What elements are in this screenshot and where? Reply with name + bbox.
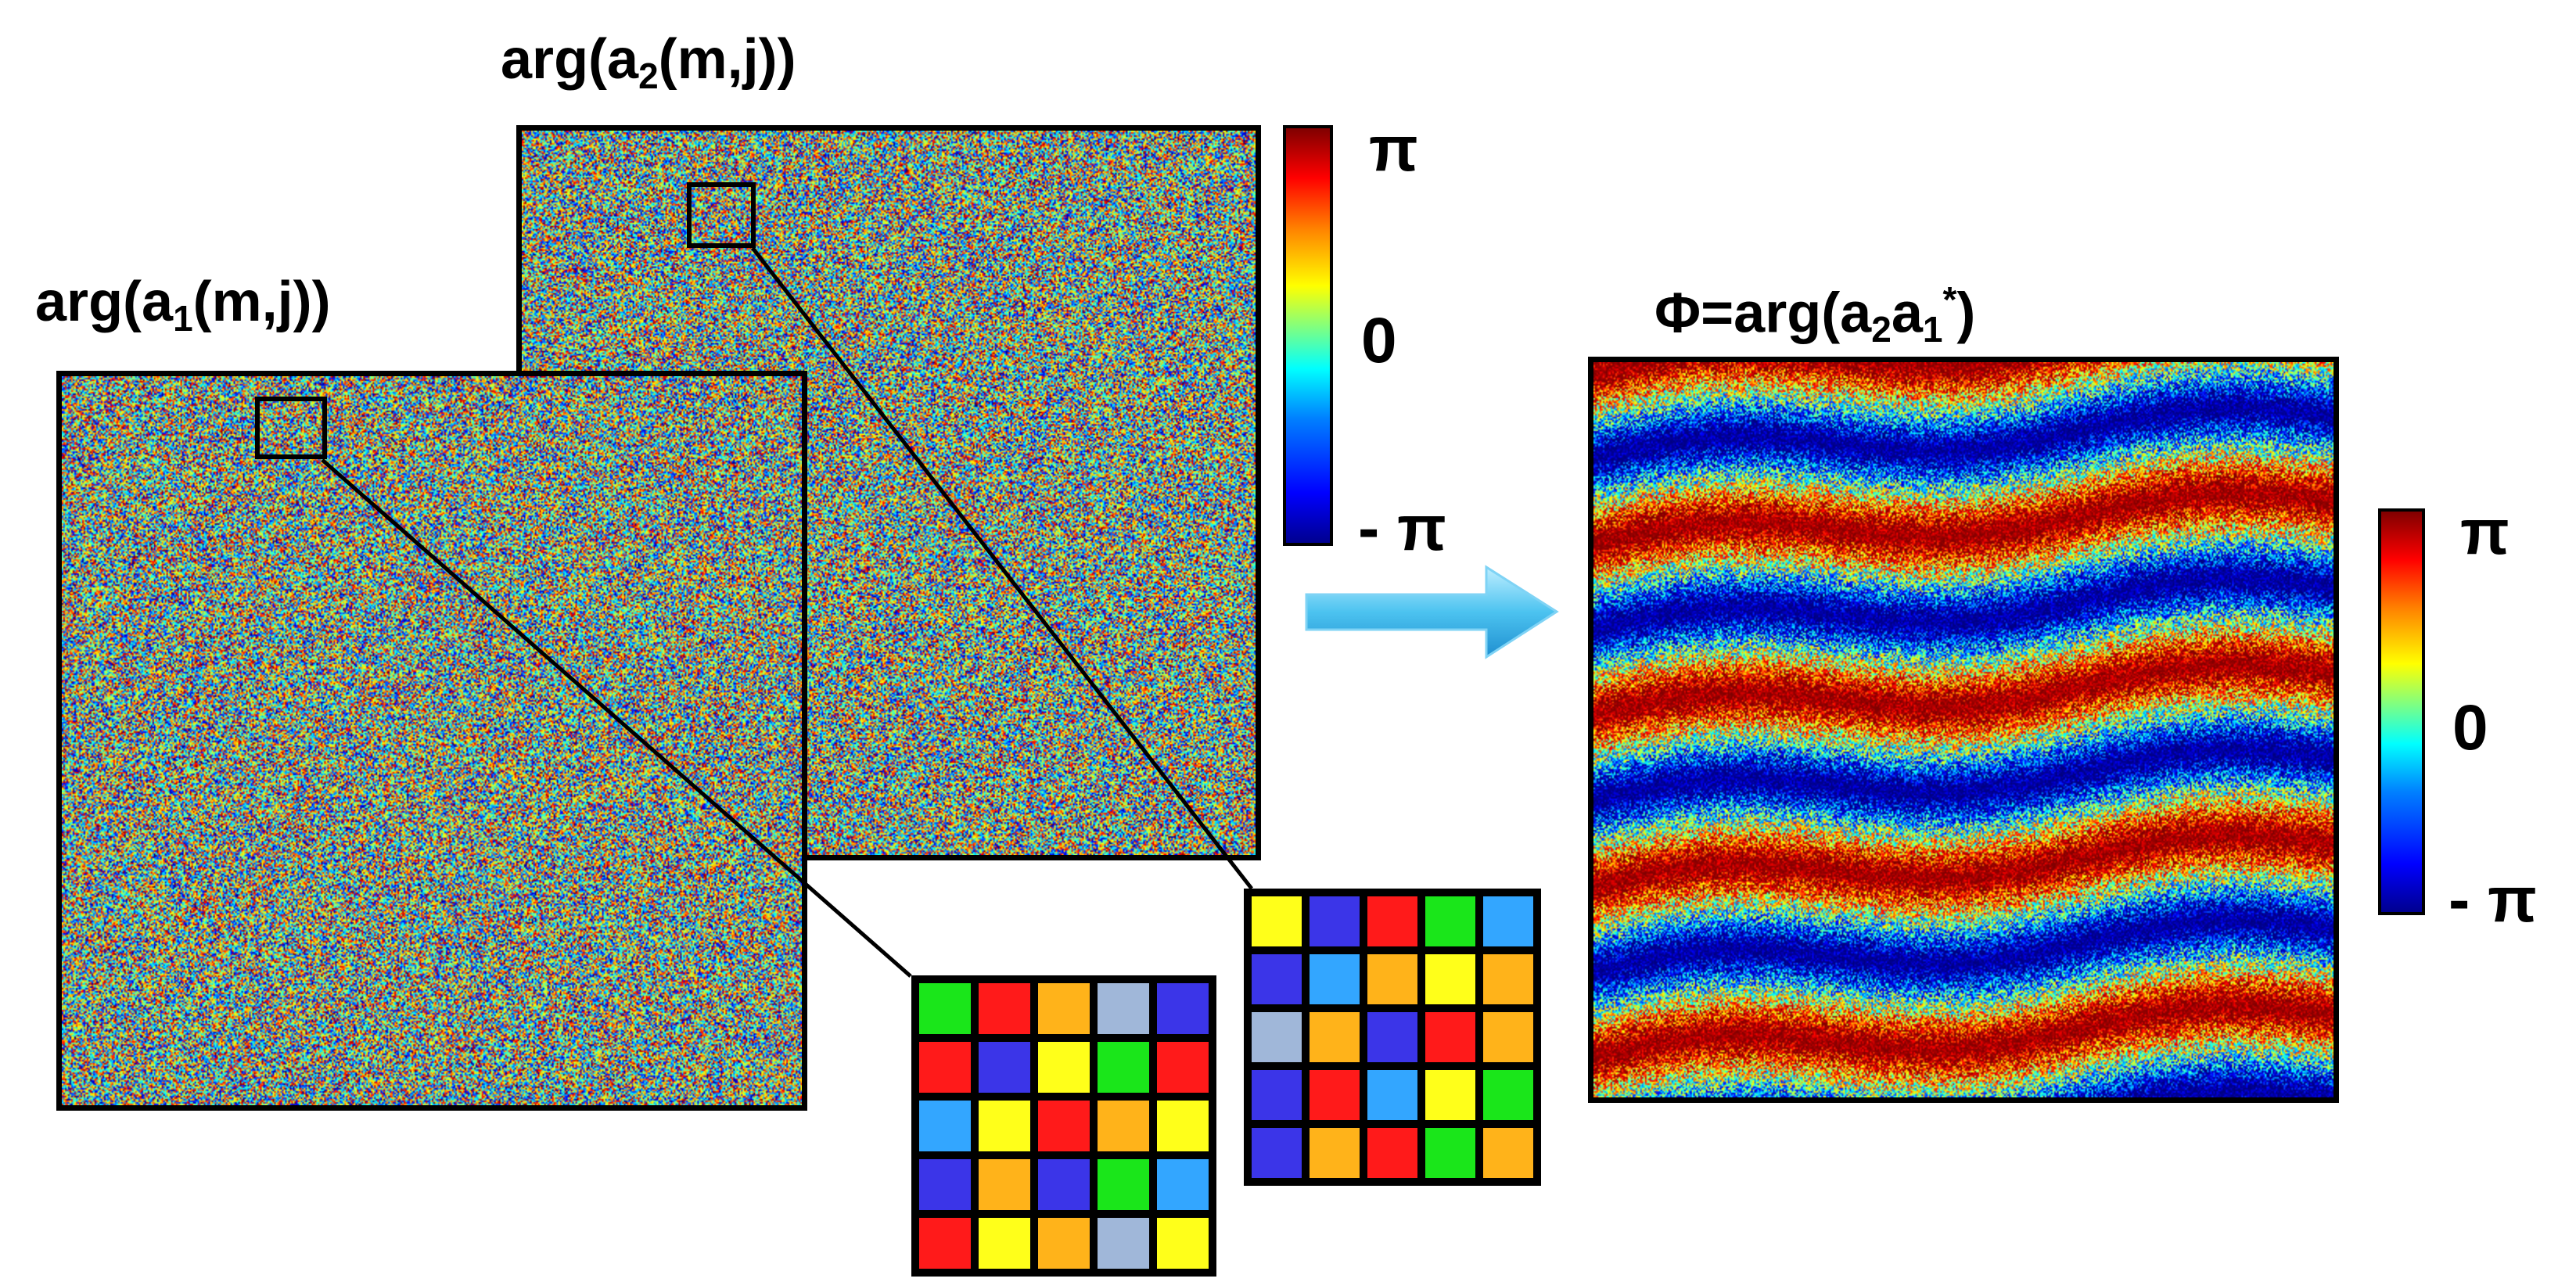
phi-title: Φ=arg(a2a1*) bbox=[1654, 279, 1976, 350]
colorbar-top-mid: 0 bbox=[1361, 305, 1397, 376]
grid-a1-cell bbox=[1038, 1101, 1090, 1151]
grid-a2-cell bbox=[1367, 1070, 1417, 1120]
grid-a2-cell bbox=[1425, 954, 1475, 1004]
grid-a2-cell bbox=[1252, 1012, 1302, 1062]
grid-a1-cell bbox=[1038, 1218, 1090, 1269]
grid-a1-cell bbox=[919, 1042, 971, 1093]
grid-a2-cell bbox=[1483, 1012, 1533, 1062]
colorbar-top-max: π bbox=[1369, 113, 1418, 185]
grid-a1-cell bbox=[1098, 1218, 1149, 1269]
grid-a1-cell bbox=[919, 1159, 971, 1210]
grid-a1-cell bbox=[1157, 983, 1209, 1034]
grid-a2-cell bbox=[1483, 1128, 1533, 1178]
grid-a1-cell bbox=[919, 1218, 971, 1269]
grid-a2-cell bbox=[1425, 1012, 1475, 1062]
grid-a2-cell bbox=[1425, 1128, 1475, 1178]
grid-a1-cell bbox=[1157, 1042, 1209, 1093]
grid-a1-cell bbox=[979, 1159, 1030, 1210]
colorbar-right bbox=[2378, 508, 2425, 915]
grid-a2-cell bbox=[1310, 896, 1360, 946]
phase-difference-map bbox=[1588, 357, 2339, 1103]
grid-a2-cell bbox=[1310, 954, 1360, 1004]
grid-a1-cell bbox=[919, 983, 971, 1034]
grid-a2-cell bbox=[1252, 896, 1302, 946]
zoom-box-a2 bbox=[687, 182, 756, 248]
panel-a1-title: arg(a1(m,j)) bbox=[35, 271, 331, 339]
grid-a1-cell bbox=[1038, 983, 1090, 1034]
colorbar-top-min: - π bbox=[1358, 493, 1446, 564]
colorbar-right-max: π bbox=[2460, 497, 2510, 568]
grid-a2-cell bbox=[1483, 896, 1533, 946]
grid-a2-cell bbox=[1367, 1128, 1417, 1178]
grid-a2-cell bbox=[1310, 1128, 1360, 1178]
colorbar-right-min: - π bbox=[2448, 864, 2537, 935]
grid-a2-cell bbox=[1425, 896, 1475, 946]
grid-a1-cell bbox=[1157, 1218, 1209, 1269]
grid-a2-cell bbox=[1483, 1070, 1533, 1120]
grid-a2-cell bbox=[1310, 1012, 1360, 1062]
colorbar-right-mid: 0 bbox=[2452, 692, 2488, 763]
grid-a1-cell bbox=[1098, 1101, 1149, 1151]
grid-a1-cell bbox=[1098, 1042, 1149, 1093]
grid-a1-cell bbox=[1157, 1101, 1209, 1151]
grid-a1-cell bbox=[1038, 1159, 1090, 1210]
grid-a2-cell bbox=[1310, 1070, 1360, 1120]
grid-a1-cell bbox=[1098, 1159, 1149, 1210]
zoomed-grid-a1 bbox=[911, 975, 1216, 1277]
grid-a2-cell bbox=[1252, 1128, 1302, 1178]
panel-a2-title: arg(a2(m,j)) bbox=[501, 28, 796, 96]
grid-a2-cell bbox=[1425, 1070, 1475, 1120]
grid-a1-cell bbox=[979, 1042, 1030, 1093]
grid-a1-cell bbox=[1038, 1042, 1090, 1093]
grid-a2-cell bbox=[1252, 1070, 1302, 1120]
grid-a1-cell bbox=[919, 1101, 971, 1151]
grid-a1-cell bbox=[1098, 983, 1149, 1034]
phase-map-a1 bbox=[56, 371, 807, 1111]
grid-a2-cell bbox=[1367, 1012, 1417, 1062]
zoomed-grid-a2 bbox=[1244, 889, 1541, 1186]
grid-a2-cell bbox=[1252, 954, 1302, 1004]
grid-a2-cell bbox=[1483, 954, 1533, 1004]
zoom-box-a1 bbox=[255, 397, 327, 459]
grid-a1-cell bbox=[1157, 1159, 1209, 1210]
grid-a2-cell bbox=[1367, 896, 1417, 946]
grid-a1-cell bbox=[979, 1101, 1030, 1151]
colorbar-top bbox=[1283, 125, 1333, 546]
grid-a1-cell bbox=[979, 983, 1030, 1034]
grid-a1-cell bbox=[979, 1218, 1030, 1269]
grid-a2-cell bbox=[1367, 954, 1417, 1004]
